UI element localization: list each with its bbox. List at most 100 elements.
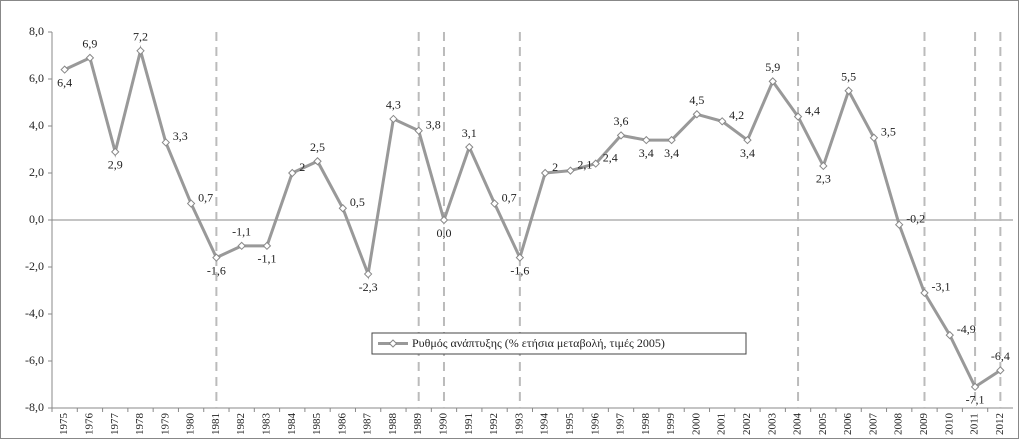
data-label: 3,5: [881, 125, 896, 139]
x-tick-label: 1988: [387, 413, 399, 436]
data-label: 3,4: [664, 146, 679, 160]
data-label: 4,3: [386, 98, 401, 112]
legend-point: [388, 339, 398, 348]
y-tick-label: -6,0: [25, 353, 44, 367]
x-tick-label: 1990: [438, 413, 450, 436]
data-label: 2: [552, 160, 558, 174]
point: [465, 142, 474, 152]
x-tick-label: 1994: [539, 413, 551, 436]
x-tick-label: 2010: [943, 413, 955, 436]
data-label: 4,2: [729, 108, 744, 122]
data-label: 6,9: [82, 37, 97, 51]
point: [439, 215, 449, 225]
point: [111, 147, 120, 157]
point: [692, 110, 702, 119]
x-tick-label: 1987: [362, 413, 374, 436]
x-tick-label: 2008: [893, 413, 905, 436]
point: [515, 253, 525, 262]
x-tick-label: 2000: [690, 413, 702, 436]
point: [591, 159, 600, 168]
data-label: 2,4: [603, 150, 618, 164]
data-label: 4,4: [805, 103, 820, 117]
data-label: -3,1: [931, 280, 950, 294]
x-tick-label: 1993: [513, 413, 525, 436]
x-tick-label: 1991: [463, 413, 475, 435]
point: [819, 161, 828, 171]
series-line: [64, 44, 1002, 390]
x-tick-label: 1979: [159, 413, 171, 436]
x-tick-label: 1992: [488, 413, 500, 435]
x-tick-label: 1998: [640, 413, 652, 436]
point: [212, 253, 221, 262]
data-label: 3,4: [639, 146, 654, 160]
data-label: -4,9: [957, 322, 976, 336]
point: [186, 199, 196, 208]
point: [85, 53, 95, 63]
data-label: -1,1: [257, 252, 276, 266]
data-label: 3,6: [614, 114, 629, 128]
point: [667, 135, 676, 145]
data-label: 6,4: [57, 75, 72, 89]
point: [60, 65, 69, 74]
x-tick-label: 1978: [134, 413, 146, 436]
y-tick-label: -8,0: [25, 400, 44, 414]
data-label: -1,6: [510, 263, 529, 277]
point: [616, 131, 626, 140]
x-tick-label: 1977: [109, 413, 121, 436]
data-label: 3,8: [426, 117, 441, 131]
point: [338, 204, 348, 213]
point: [793, 112, 803, 121]
y-tick-label: -4,0: [25, 306, 44, 320]
data-label: 3,1: [462, 126, 477, 140]
x-tick-label: 1986: [336, 413, 348, 436]
x-tick-label: 2001: [716, 413, 728, 435]
x-tick-label: 1985: [311, 413, 323, 436]
data-label: 2,3: [816, 172, 831, 186]
x-tick-label: 2012: [994, 413, 1006, 435]
point: [566, 166, 575, 175]
x-tick-label: 2011: [969, 413, 981, 435]
point: [161, 138, 171, 147]
data-label: -1,6: [207, 263, 226, 277]
data-label: -2,3: [359, 280, 378, 294]
data-label: 5,5: [841, 70, 856, 84]
data-label: 2,5: [310, 140, 325, 154]
x-tick-label: 2005: [817, 413, 829, 436]
y-tick-label: 6,0: [29, 71, 44, 85]
point: [313, 157, 322, 166]
legend-box: [371, 332, 747, 355]
data-label: 3,4: [740, 146, 755, 160]
point: [136, 46, 145, 56]
point: [869, 133, 879, 142]
data-label: 2: [299, 160, 305, 174]
x-tick-label: 1997: [615, 413, 627, 436]
point: [262, 241, 272, 251]
data-label: 0,7: [198, 190, 213, 204]
x-tick-label: 1980: [185, 413, 197, 436]
data-label: 0,7: [502, 190, 517, 204]
y-tick-label: -2,0: [25, 259, 44, 273]
data-label: 2,1: [577, 157, 592, 171]
legend-label: Ρυθμός ανάπτυξης (% ετήσια μεταβολή, τιμ…: [412, 336, 665, 350]
data-label: 0,5: [350, 195, 365, 209]
x-tick-label: 2006: [842, 413, 854, 436]
x-tick-label: 1984: [286, 413, 298, 436]
data-label: 7,2: [133, 30, 148, 44]
x-tick-label: 1981: [210, 413, 222, 435]
data-label: -7,1: [966, 393, 985, 407]
x-tick-label: 1976: [83, 413, 95, 436]
x-tick-label: 2007: [867, 413, 879, 436]
x-tick-label: 1989: [412, 413, 424, 436]
x-tick-label: 1999: [665, 413, 677, 436]
data-label: -1,1: [232, 225, 251, 239]
point: [363, 269, 373, 279]
x-tick-label: 1983: [260, 413, 272, 436]
x-tick-label: 2004: [792, 413, 804, 436]
x-tick-label: 1982: [235, 413, 247, 435]
point: [490, 199, 499, 208]
point: [642, 135, 651, 145]
x-tick-label: 2002: [741, 413, 753, 435]
point: [920, 288, 929, 298]
point: [844, 86, 853, 95]
data-label: 4,5: [689, 93, 704, 107]
